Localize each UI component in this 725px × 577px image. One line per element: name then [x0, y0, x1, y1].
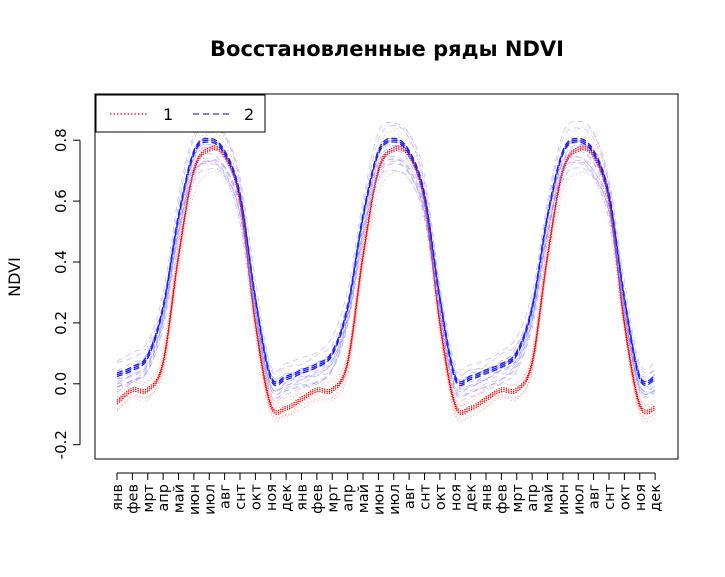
x-tick-label: июн — [556, 484, 572, 515]
series-2-ensemble-line — [116, 125, 656, 384]
series-1-ensemble-line — [116, 132, 656, 408]
plot-frame — [94, 93, 679, 460]
x-tick-label: май — [172, 484, 188, 513]
x-tick-label: мрт — [141, 483, 157, 512]
series-2-ensemble-line — [116, 159, 656, 398]
x-tick-label: снт — [233, 483, 249, 509]
series-2-line — [116, 139, 656, 385]
x-tick-label: окт — [617, 483, 633, 510]
series-1-ensemble-line — [116, 126, 656, 408]
y-axis-label: NDVI — [5, 257, 24, 297]
series-lines — [116, 119, 656, 423]
x-tick-label: май — [356, 484, 372, 513]
x-tick-label: снт — [418, 483, 434, 509]
x-tick-label: авг — [587, 484, 603, 509]
x-tick-label: июл — [571, 484, 587, 515]
series-1-ensemble-line — [116, 159, 656, 419]
x-tick-label: окт — [248, 483, 264, 510]
x-tick-label: фев — [125, 484, 141, 514]
y-tick-label: 0.2 — [52, 311, 70, 335]
series-2-ensemble-line — [116, 140, 656, 400]
series-2-ensemble-line — [116, 139, 656, 375]
series-1-ensemble-line — [116, 145, 656, 416]
x-tick-label: янв — [110, 484, 126, 511]
series-1-ensemble-line — [116, 170, 656, 423]
x-tick-label: ноя — [633, 484, 649, 511]
x-tick-label: окт — [433, 483, 449, 510]
x-tick-label: мрт — [325, 483, 341, 512]
x-tick-label: ноя — [264, 484, 280, 511]
chart-title: Восстановленные ряды NDVI — [210, 37, 564, 61]
y-tick-label: 0.6 — [52, 189, 70, 213]
series-2-line — [116, 137, 656, 383]
y-tick-label: 0.0 — [52, 372, 70, 396]
y-tick-label: 0.8 — [52, 128, 70, 152]
series-1-ensemble-line — [116, 146, 656, 422]
x-tick-label: июл — [387, 484, 403, 515]
x-tick-label: июл — [202, 484, 218, 515]
x-tick-label: авг — [402, 484, 418, 509]
x-tick-label: апр — [341, 484, 357, 512]
x-tick-label: янв — [479, 484, 495, 511]
series-2-ensemble-line — [116, 147, 656, 380]
x-tick-label: апр — [525, 484, 541, 512]
x-tick-label: янв — [295, 484, 311, 511]
legend-label-series-1: 1 — [163, 105, 173, 124]
series-2-ensemble-line — [116, 138, 656, 391]
series-1-line — [116, 145, 656, 412]
x-tick-label: дек — [464, 484, 480, 512]
series-2-ensemble-line — [116, 119, 656, 372]
x-tick-label: мрт — [510, 483, 526, 512]
x-tick-label: июн — [187, 484, 203, 515]
series-1-line — [116, 147, 656, 414]
series-1-line — [116, 149, 656, 416]
series-2-ensemble-line — [116, 155, 656, 394]
x-tick-label: июн — [371, 484, 387, 515]
y-axis: -0.2 0.0 0.2 0.4 0.6 0.8 — [52, 128, 81, 459]
series-2-ensemble-line — [116, 150, 656, 392]
x-tick-label: авг — [218, 484, 234, 509]
y-tick-label: -0.2 — [52, 430, 70, 459]
x-tick-label: фев — [494, 484, 510, 514]
x-tick-label: фев — [310, 484, 326, 514]
x-tick-label: дек — [648, 484, 664, 512]
series-2-ensemble-line — [116, 160, 656, 402]
series-2-ensemble-line — [116, 156, 656, 396]
series-2-ensemble-line — [116, 143, 656, 383]
x-tick-label: апр — [156, 484, 172, 512]
x-axis: янв фев мрт апр май июн июл авг снт окт ноя дек янв ф… — [110, 472, 664, 515]
x-tick-label: дек — [279, 484, 295, 512]
x-tick-label: ноя — [448, 484, 464, 511]
legend: 1 2 — [95, 94, 266, 133]
legend-label-series-2: 2 — [244, 105, 254, 124]
x-tick-label: май — [541, 484, 557, 513]
series-2-line — [116, 141, 656, 387]
series-2-ensemble-line — [116, 145, 656, 385]
x-tick-label: снт — [602, 483, 618, 509]
series-2-ensemble-line — [116, 158, 656, 392]
y-tick-label: 0.4 — [52, 250, 70, 274]
series-2-ensemble-line — [116, 167, 656, 399]
